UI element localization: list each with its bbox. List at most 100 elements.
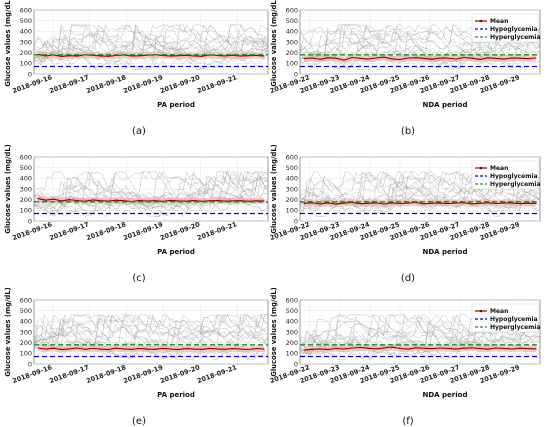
legend-label: Hypoglycemia [490, 26, 538, 33]
mean-point [154, 348, 156, 350]
y-tick-label: 0 [28, 360, 32, 368]
panel-caption: (f) [402, 416, 413, 427]
mean-point [216, 54, 218, 57]
y-tick-label: 200 [286, 49, 298, 57]
y-tick-label: 600 [20, 153, 32, 161]
mean-point [232, 200, 234, 202]
mean-point [193, 200, 195, 202]
mean-point [240, 348, 242, 350]
y-tick-label: 200 [20, 196, 32, 204]
mean-point [303, 349, 305, 351]
mean-point [53, 347, 55, 349]
mean-point [359, 57, 361, 59]
mean-point [84, 348, 86, 350]
mean-point [479, 58, 481, 60]
legend-label: Mean [490, 308, 508, 315]
mean-point [232, 348, 234, 350]
y-tick-label: 100 [20, 207, 32, 215]
mean-point [503, 58, 505, 60]
x-axis-label: NDA period [423, 101, 468, 109]
mean-point [383, 56, 385, 58]
mean-point [391, 202, 393, 204]
mean-point [130, 348, 133, 350]
mean-point [130, 55, 133, 57]
x-tick-label: 2018-09-20 [159, 220, 201, 242]
mean-point [263, 348, 265, 350]
mean-point [399, 347, 401, 350]
mean-point [319, 348, 321, 350]
mean-point [53, 198, 55, 200]
x-axis-label: PA period [157, 391, 195, 399]
x-tick-label: 2018-09-19 [122, 73, 164, 95]
mean-point [327, 57, 329, 59]
mean-point [391, 58, 393, 60]
mean-point [255, 54, 257, 56]
x-axis-label: PA period [157, 101, 195, 109]
mean-point [224, 348, 226, 350]
mean-point [224, 55, 226, 57]
legend-marker [479, 19, 483, 23]
mean-point [439, 57, 441, 59]
legend-label: Hypoglycemia [490, 316, 538, 323]
y-tick-label: 500 [286, 307, 298, 315]
y-tick-label: 400 [20, 28, 32, 36]
mean-point [367, 347, 369, 349]
mean-point [487, 202, 489, 204]
y-tick-label: 100 [286, 207, 298, 215]
x-tick-label: 2018-09-21 [196, 363, 238, 385]
mean-point [68, 348, 70, 350]
plot-content [34, 314, 268, 360]
y-tick-label: 400 [286, 28, 298, 36]
mean-point [123, 200, 125, 202]
mean-point [495, 57, 497, 59]
mean-point [359, 203, 361, 205]
legend-label: Hypoglycemia [490, 173, 538, 180]
mean-point [511, 348, 513, 350]
y-tick-label: 300 [20, 185, 32, 193]
legend-label: Hyperglycemia [490, 324, 541, 331]
y-tick-label: 400 [286, 175, 298, 183]
x-axis-label: NDA period [423, 248, 468, 256]
y-tick-label: 400 [286, 318, 298, 326]
mean-point [375, 348, 377, 350]
patient-trace [34, 314, 268, 352]
mean-point [177, 349, 179, 351]
mean-point [431, 202, 433, 204]
mean-point [383, 347, 385, 349]
panel-caption: (a) [132, 126, 146, 137]
mean-point [201, 348, 203, 350]
mean-point [263, 55, 265, 57]
mean-point [201, 200, 203, 202]
mean-point [495, 202, 497, 205]
patient-trace [34, 314, 268, 352]
mean-point [439, 347, 441, 349]
x-tick-label: 2018-09-17 [48, 220, 90, 242]
mean-point [99, 200, 101, 202]
y-tick-label: 500 [20, 307, 32, 315]
mean-point [303, 202, 305, 204]
y-axis-label: Glucose values (mg/dL) [4, 144, 12, 234]
mean-point [503, 202, 505, 204]
y-tick-label: 200 [20, 49, 32, 57]
y-tick-label: 500 [20, 164, 32, 172]
mean-point [240, 55, 242, 57]
y-tick-label: 600 [286, 153, 298, 161]
legend-label: Hyperglycemia [490, 34, 541, 41]
patient-trace [34, 314, 268, 354]
mean-point [351, 56, 353, 59]
patient-trace [300, 314, 540, 350]
mean-point [76, 347, 78, 349]
y-tick-label: 600 [286, 6, 298, 14]
mean-point [527, 348, 529, 350]
mean-point [193, 55, 195, 57]
y-axis-label: Glucose values (mg/dL) [270, 0, 278, 87]
mean-point [99, 55, 101, 57]
mean-point [335, 57, 337, 59]
mean-point [367, 202, 369, 204]
mean-point [471, 347, 473, 349]
mean-point [37, 198, 39, 200]
mean-point [193, 348, 195, 350]
panel-caption: (c) [132, 273, 145, 284]
mean-point [319, 58, 321, 60]
